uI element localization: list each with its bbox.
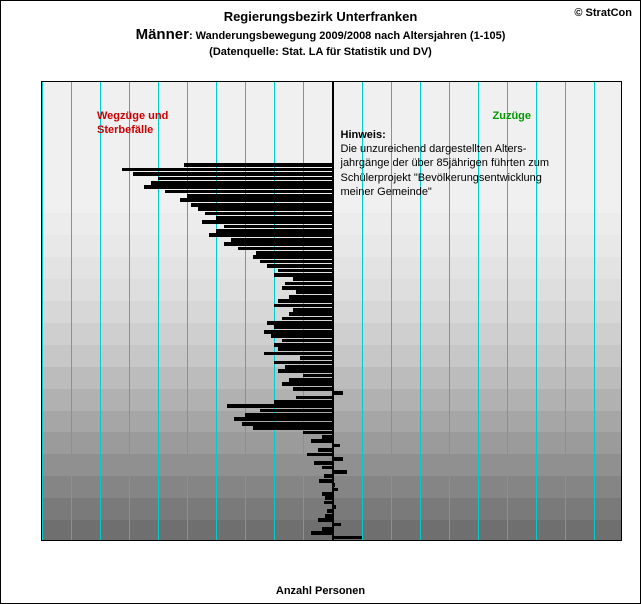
right-overlay-label: Zuzüge	[493, 109, 532, 123]
data-bar	[191, 203, 333, 207]
gridline	[42, 82, 43, 540]
data-bar	[242, 422, 333, 426]
data-bar	[184, 163, 333, 167]
data-bar	[165, 190, 332, 194]
data-bar	[274, 304, 332, 308]
x-axis-label: Anzahl Personen	[276, 585, 365, 597]
data-bar	[151, 181, 333, 185]
data-bar	[282, 339, 333, 343]
data-bar	[274, 343, 332, 347]
data-bar	[289, 378, 333, 382]
data-bar	[285, 365, 332, 369]
hint-note: Hinweis:Die unzureichend dargestellten A…	[341, 128, 550, 199]
data-bar	[307, 453, 332, 457]
data-bar	[289, 295, 333, 299]
data-bar	[274, 361, 332, 365]
data-bar	[271, 334, 333, 338]
data-bar	[296, 396, 332, 400]
data-bar	[238, 247, 332, 251]
chart-container: © StratCon Regierungsbezirk Unterfranken…	[0, 0, 641, 604]
data-bar	[289, 312, 333, 316]
data-bar	[274, 273, 332, 277]
data-bar	[293, 387, 333, 391]
data-bar	[205, 212, 332, 216]
data-bar	[274, 325, 332, 329]
data-bar	[267, 321, 332, 325]
chart-header: Regierungsbezirk Unterfranken Männer: Wa…	[1, 1, 640, 58]
data-bar	[122, 168, 333, 172]
data-bar	[216, 216, 332, 220]
data-bar	[253, 426, 333, 430]
data-bar	[274, 400, 332, 404]
data-bar	[333, 391, 344, 395]
main-title: Männer	[136, 26, 189, 43]
data-bar	[282, 317, 333, 321]
data-bar	[333, 470, 348, 474]
data-bar	[318, 448, 333, 452]
center-axis	[332, 82, 334, 540]
data-bar	[303, 374, 332, 378]
data-bar	[314, 461, 332, 465]
gridline	[158, 82, 159, 540]
data-bar	[209, 233, 332, 237]
data-bar	[267, 264, 332, 268]
attribution: © StratCon	[574, 7, 632, 19]
data-bar	[293, 308, 333, 312]
data-bar	[198, 207, 332, 211]
data-bar	[224, 242, 333, 246]
region-title: Regierungsbezirk Unterfranken	[1, 9, 640, 24]
data-bar	[296, 290, 332, 294]
data-bar	[245, 413, 332, 417]
data-bar	[227, 404, 332, 408]
data-bar	[333, 523, 342, 527]
data-bar	[133, 172, 333, 176]
data-bar	[158, 177, 332, 181]
data-bar	[202, 220, 333, 224]
data-bar	[224, 225, 333, 229]
gridline	[565, 82, 566, 540]
left-overlay-label: Wegzüge undSterbefälle	[97, 109, 168, 138]
data-bar	[260, 260, 333, 264]
data-bar	[231, 238, 333, 242]
data-bar	[144, 185, 333, 189]
data-bar	[333, 536, 362, 540]
data-bar	[187, 194, 332, 198]
data-source: (Datenquelle: Stat. LA für Statistik und…	[1, 46, 640, 58]
data-bar	[278, 369, 332, 373]
data-bar	[278, 347, 332, 351]
gridline	[245, 82, 246, 540]
data-bar	[264, 330, 333, 334]
gridline	[129, 82, 130, 540]
data-bar	[216, 229, 332, 233]
subtitle: : Wanderungsbewegung 2009/2008 nach Alte…	[189, 30, 505, 42]
data-bar	[253, 255, 333, 259]
data-bar	[282, 286, 333, 290]
data-bar	[311, 439, 333, 443]
data-bar	[282, 382, 333, 386]
data-bar	[278, 299, 332, 303]
data-bar	[333, 457, 344, 461]
data-bar	[333, 444, 340, 448]
data-bar	[318, 518, 333, 522]
plot-canvas: 4003603202802402001601208040040801201602…	[41, 81, 622, 541]
gridline	[100, 82, 101, 540]
data-bar	[180, 198, 333, 202]
data-bar	[311, 531, 333, 535]
gridline	[71, 82, 72, 540]
data-bar	[293, 277, 333, 281]
data-bar	[303, 431, 332, 435]
gridline	[187, 82, 188, 540]
gridline	[594, 82, 595, 540]
data-bar	[264, 352, 333, 356]
data-bar	[256, 251, 332, 255]
gridline	[216, 82, 217, 540]
data-bar	[234, 417, 332, 421]
data-bar	[300, 356, 333, 360]
data-bar	[260, 409, 333, 413]
data-bar	[285, 282, 332, 286]
plot-area: 4003603202802402001601208040040801201602…	[41, 81, 622, 541]
data-bar	[278, 269, 332, 273]
gridline	[274, 82, 275, 540]
